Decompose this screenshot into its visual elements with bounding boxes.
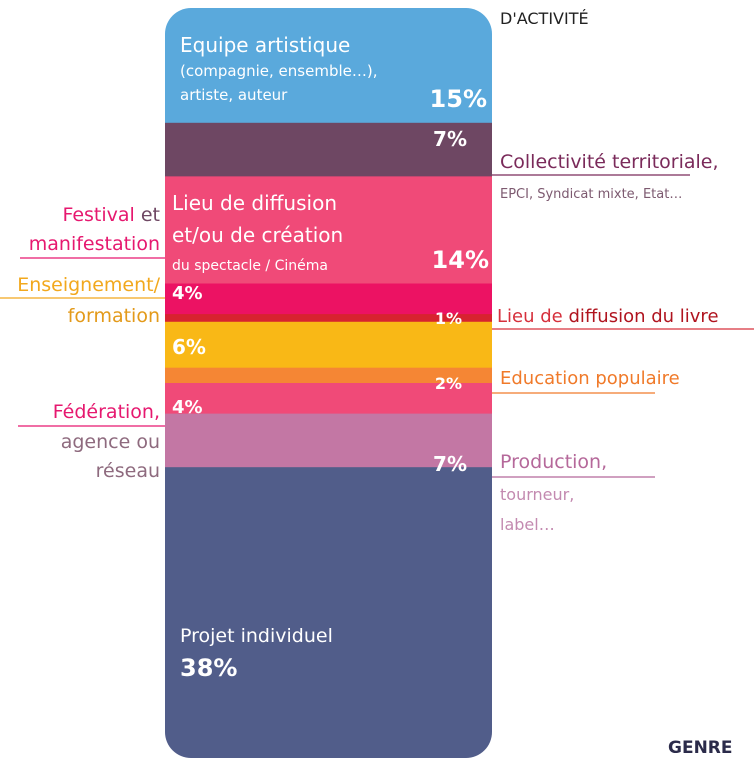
segment-label: Education populaire — [500, 368, 680, 389]
value-label: 7% — [433, 127, 467, 151]
segment — [165, 176, 492, 285]
segment-label: tourneur, — [500, 485, 574, 504]
segment — [165, 467, 492, 758]
segment-label: artiste, auteur — [180, 86, 288, 104]
value-label: 14% — [432, 246, 489, 274]
bar — [165, 8, 492, 758]
footer-title: GENRE — [668, 738, 733, 758]
segment-label: Lieu de diffusion — [172, 191, 337, 215]
value-label: 38% — [180, 654, 237, 682]
segment — [165, 367, 492, 384]
segment — [165, 383, 492, 415]
label-part: du spectacle / Cinéma — [172, 258, 328, 274]
value-label: 4% — [172, 283, 203, 304]
label-part: Lieu de diffusion — [172, 191, 337, 215]
segment-label: EPCI, Syndicat mixte, Etat… — [500, 187, 682, 202]
segment-label: Projet individuel — [180, 625, 333, 647]
segment — [165, 122, 492, 177]
label-part: formation — [68, 305, 160, 327]
value-label: 6% — [172, 335, 206, 359]
label-part: tourneur, — [500, 485, 574, 504]
segment-label: Enseignement/ — [17, 274, 160, 296]
label-part: label… — [500, 515, 555, 534]
segment — [165, 8, 492, 124]
label-part: Festival — [62, 204, 134, 226]
label-part: et — [135, 204, 160, 226]
value-label: 15% — [430, 85, 487, 113]
segment-label: Lieu de diffusion du livre — [497, 306, 719, 327]
label-part: Production, — [500, 451, 607, 473]
value-label: 1% — [435, 309, 462, 328]
label-part: réseau — [96, 460, 160, 482]
segment-label: et/ou de création — [172, 223, 343, 247]
value-label: 4% — [172, 397, 203, 418]
segment-label: du spectacle / Cinéma — [172, 258, 328, 274]
label-part: diffusion du livre — [568, 306, 718, 327]
label-part: (compagnie, ensemble…), — [180, 62, 378, 80]
label-part: Lieu de — [497, 306, 568, 327]
segment-label: Fédération, — [53, 401, 160, 423]
value-label: 7% — [433, 452, 467, 476]
label-part: et/ou de création — [172, 223, 343, 247]
segment-label: label… — [500, 515, 555, 534]
segment-label: formation — [68, 305, 160, 327]
label-part: agence ou — [61, 431, 160, 453]
label-part: Fédération, — [53, 401, 160, 423]
label-part: Education populaire — [500, 368, 680, 389]
segment — [165, 314, 492, 323]
value-label: 2% — [435, 374, 462, 393]
segment — [165, 283, 492, 315]
chart-title: D'ACTIVITÉ — [500, 9, 589, 28]
segment-label: Equipe artistique — [180, 33, 350, 57]
label-part: Equipe artistique — [180, 33, 350, 57]
label-part: Enseignement/ — [17, 274, 160, 296]
segment-label: agence ou — [61, 431, 160, 453]
label-part: EPCI, Syndicat mixte, Etat… — [500, 187, 682, 202]
segment — [165, 321, 492, 369]
segment-label: réseau — [96, 460, 160, 482]
segment-label: Production, — [500, 451, 607, 473]
label-part: manifestation — [29, 233, 160, 255]
segment-label: Festival et — [62, 204, 160, 226]
segment-label: manifestation — [29, 233, 160, 255]
segment-label: Collectivité territoriale, — [500, 151, 719, 173]
label-part: artiste, auteur — [180, 86, 288, 104]
label-part: Projet individuel — [180, 625, 333, 647]
segment-label: (compagnie, ensemble…), — [180, 62, 378, 80]
segment — [165, 413, 492, 468]
label-part: Collectivité territoriale, — [500, 151, 719, 173]
